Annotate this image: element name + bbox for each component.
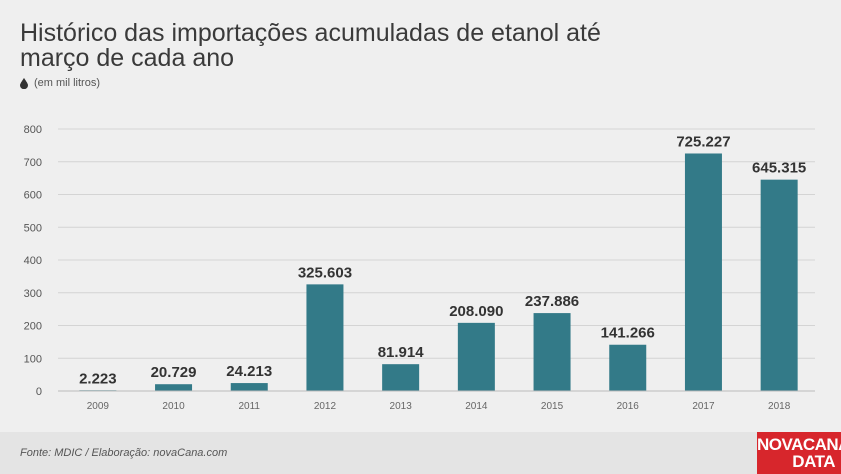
- y-tick-label: 300: [24, 288, 42, 300]
- chart-title: Histórico das importações acumuladas de …: [20, 19, 601, 72]
- data-label: 2.223: [79, 370, 117, 387]
- y-tick-label: 0: [36, 386, 42, 398]
- x-tick-label: 2018: [768, 401, 791, 412]
- data-label: 81.914: [378, 344, 425, 361]
- footer: Fonte: MDIC / Elaboração: novaCana.com N…: [0, 432, 841, 474]
- bar-chart: 0 100 200 300 400 500 600 700 800 2.223 2009 20.729…: [24, 124, 815, 412]
- bar: [382, 364, 420, 391]
- bar: [684, 153, 722, 391]
- bar: [155, 384, 193, 391]
- y-tick-label: 700: [24, 157, 42, 169]
- bar: [457, 322, 495, 391]
- y-tick-label: 100: [24, 353, 42, 365]
- x-tick-label: 2011: [238, 401, 260, 412]
- drop-icon: [20, 77, 28, 89]
- data-label: 645.315: [752, 160, 806, 177]
- data-label: 325.603: [298, 264, 352, 281]
- bar: [306, 284, 344, 391]
- x-tick-label: 2012: [314, 401, 337, 412]
- bar: [760, 179, 798, 391]
- source-note: Fonte: MDIC / Elaboração: novaCana.com: [20, 447, 228, 459]
- bar: [609, 344, 647, 391]
- data-label: 725.227: [676, 133, 730, 150]
- y-tick-label: 800: [24, 124, 42, 136]
- x-tick-label: 2014: [465, 401, 488, 412]
- logo-line-1: NOVACANA: [757, 435, 841, 454]
- data-label: 208.090: [449, 303, 503, 320]
- y-tick-label: 600: [24, 190, 42, 202]
- x-tick-label: 2010: [162, 401, 185, 412]
- x-tick-label: 2009: [87, 401, 110, 412]
- data-label: 141.266: [601, 325, 655, 342]
- novacana-data-logo[interactable]: NOVACANA DATA: [757, 432, 841, 474]
- y-tick-label: 500: [24, 222, 42, 234]
- x-tick-label: 2017: [692, 401, 715, 412]
- x-tick-label: 2016: [617, 401, 640, 412]
- x-tick-label: 2015: [541, 401, 564, 412]
- data-label: 20.729: [151, 364, 197, 381]
- subtitle-text: (em mil litros): [34, 77, 100, 89]
- chart-subtitle: (em mil litros): [20, 77, 100, 89]
- data-label: 24.213: [226, 363, 272, 380]
- logo-line-2: DATA: [792, 452, 835, 471]
- bar: [533, 313, 571, 391]
- y-tick-label: 400: [24, 255, 42, 267]
- y-tick-label: 200: [24, 321, 42, 333]
- bar: [230, 383, 268, 391]
- x-tick-label: 2013: [390, 401, 413, 412]
- data-label: 237.886: [525, 293, 579, 310]
